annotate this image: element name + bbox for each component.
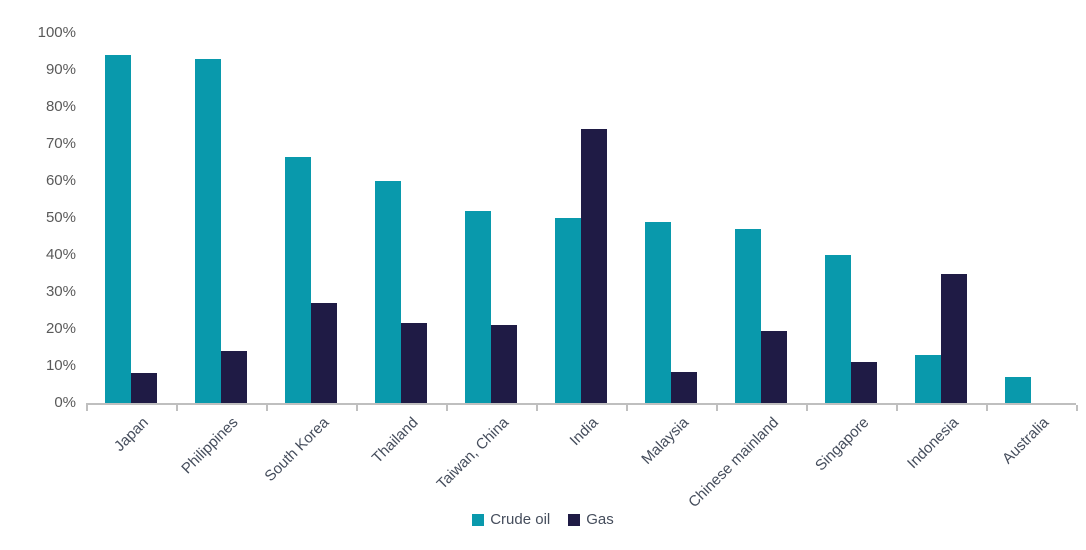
x-tick-mark: [896, 405, 898, 411]
legend-item: Crude oil: [472, 511, 550, 528]
category-label: Indonesia: [903, 414, 963, 473]
legend: Crude oil Gas: [0, 511, 1086, 528]
bar-crude-oil: [645, 221, 671, 403]
bar-crude-oil: [735, 229, 761, 403]
category-label: South Korea: [261, 414, 333, 485]
x-tick-mark: [266, 405, 268, 411]
x-tick-mark: [716, 405, 718, 411]
y-tick-label: 0%: [54, 394, 76, 411]
x-tick-mark: [536, 405, 538, 411]
y-tick-label: 30%: [45, 283, 76, 300]
bar-gas: [581, 129, 607, 403]
x-tick-mark: [86, 405, 88, 411]
y-tick-label: 40%: [45, 246, 76, 263]
bar-gas: [761, 330, 787, 403]
bar-gas: [671, 371, 697, 403]
bar-gas: [941, 273, 967, 403]
category-label: Singapore: [811, 414, 873, 475]
bar-crude-oil: [555, 218, 581, 403]
category-label: Chinese mainland: [685, 414, 783, 511]
bar-crude-oil: [375, 181, 401, 403]
x-tick-mark: [1076, 405, 1078, 411]
bar-crude-oil: [915, 354, 941, 403]
bar-crude-oil: [465, 210, 491, 403]
bar-gas: [221, 351, 247, 403]
y-tick-label: 80%: [45, 98, 76, 115]
legend-item: Gas: [568, 511, 614, 528]
x-tick-mark: [626, 405, 628, 411]
x-tick-mark: [356, 405, 358, 411]
bar-gas: [131, 373, 157, 403]
bar-gas: [311, 303, 337, 403]
bar-crude-oil: [825, 255, 851, 403]
bar-gas: [851, 362, 877, 403]
x-tick-mark: [986, 405, 988, 411]
bar-gas: [491, 325, 517, 403]
bar-gas: [401, 323, 427, 403]
bar-crude-oil: [195, 58, 221, 403]
x-tick-mark: [446, 405, 448, 411]
y-tick-label: 10%: [45, 357, 76, 374]
x-axis-line: [86, 403, 1076, 405]
category-label: Malaysia: [638, 414, 693, 468]
category-label: Philippines: [178, 414, 243, 478]
category-label: India: [566, 414, 603, 450]
category-label: Australia: [998, 414, 1053, 468]
x-tick-mark: [806, 405, 808, 411]
legend-swatch-icon: [568, 513, 581, 526]
y-tick-label: 50%: [45, 209, 76, 226]
y-tick-label: 90%: [45, 61, 76, 78]
bar-crude-oil: [285, 156, 311, 403]
legend-label: Gas: [586, 511, 614, 528]
category-label: Japan: [111, 414, 153, 455]
legend-label: Crude oil: [490, 511, 551, 528]
y-tick-label: 20%: [45, 320, 76, 337]
y-tick-label: 100%: [37, 24, 76, 41]
y-tick-label: 70%: [45, 135, 76, 152]
x-tick-mark: [176, 405, 178, 411]
legend-swatch-icon: [472, 513, 485, 526]
category-label: Taiwan, China: [433, 414, 513, 493]
bar-crude-oil: [1005, 377, 1031, 403]
category-label: Thailand: [369, 414, 423, 467]
y-tick-label: 60%: [45, 172, 76, 189]
bar-crude-oil: [105, 55, 131, 403]
